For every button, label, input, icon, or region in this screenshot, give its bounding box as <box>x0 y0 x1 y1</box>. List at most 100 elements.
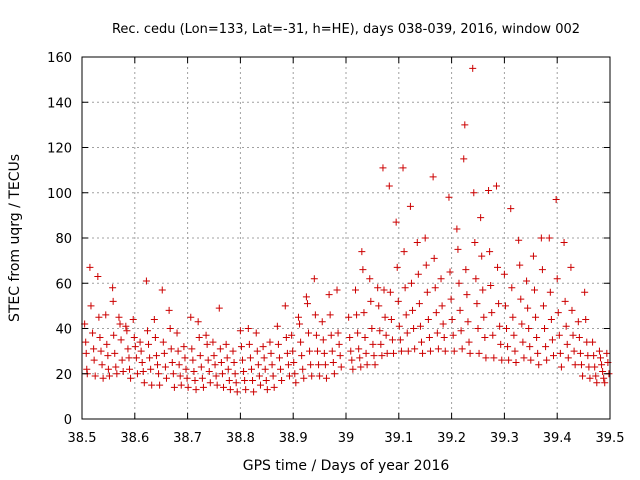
data-point <box>434 345 442 353</box>
data-point <box>458 345 466 353</box>
x-tick-label: 38.9 <box>279 431 308 446</box>
data-point <box>231 370 239 378</box>
data-point <box>226 386 234 394</box>
data-point <box>156 381 164 389</box>
data-point <box>450 347 458 355</box>
x-tick-label: 38.8 <box>226 431 255 446</box>
data-point <box>542 343 550 351</box>
data-point <box>198 374 206 382</box>
data-point <box>461 121 469 129</box>
data-point <box>353 311 361 319</box>
data-point <box>569 331 577 339</box>
y-tick-label: 60 <box>55 277 72 292</box>
data-point <box>224 365 232 373</box>
data-point <box>177 381 185 389</box>
data-point <box>145 340 153 348</box>
data-point <box>297 338 305 346</box>
data-point <box>216 345 224 353</box>
data-point <box>593 379 601 387</box>
data-point <box>298 352 306 360</box>
data-point <box>118 356 126 364</box>
data-point <box>230 358 238 366</box>
data-point <box>96 334 104 342</box>
data-point <box>311 311 319 319</box>
data-point <box>256 381 264 389</box>
data-point <box>162 374 170 382</box>
data-point <box>563 340 571 348</box>
data-point <box>446 268 454 276</box>
data-point <box>195 334 203 342</box>
data-point <box>95 313 103 321</box>
data-point <box>490 354 498 362</box>
data-point <box>357 363 365 371</box>
data-point <box>600 374 608 382</box>
data-point <box>413 239 421 247</box>
data-point <box>175 361 183 369</box>
data-point <box>87 302 95 310</box>
data-point <box>115 313 123 321</box>
data-point <box>390 349 398 357</box>
data-point <box>222 340 230 348</box>
data-point <box>328 347 336 355</box>
data-point <box>455 279 463 287</box>
y-tick-label: 120 <box>47 142 72 157</box>
data-point <box>406 202 414 210</box>
y-tick-label: 160 <box>47 51 72 66</box>
data-point <box>176 372 184 380</box>
data-point <box>494 263 502 271</box>
data-point <box>363 361 371 369</box>
data-point <box>358 248 366 256</box>
data-point <box>453 225 461 233</box>
data-point <box>541 325 549 332</box>
data-point <box>305 329 313 337</box>
data-point <box>431 284 439 292</box>
data-point <box>478 252 486 260</box>
data-point <box>515 236 523 244</box>
data-point <box>132 354 140 362</box>
data-point <box>199 383 207 391</box>
data-point <box>465 338 473 346</box>
x-axis-label: GPS time / Days of year 2016 <box>243 458 450 474</box>
data-point <box>237 343 245 351</box>
y-tick-label: 0 <box>64 413 72 428</box>
data-point <box>239 356 247 364</box>
data-point <box>590 352 598 360</box>
data-point <box>194 318 202 326</box>
data-point <box>386 288 394 296</box>
data-point <box>204 356 212 364</box>
data-point <box>83 365 91 373</box>
data-point <box>284 361 292 369</box>
data-point <box>173 329 181 337</box>
data-point <box>553 275 561 283</box>
data-point <box>415 300 423 308</box>
data-point <box>291 370 299 378</box>
data-point <box>337 363 345 371</box>
data-point <box>396 336 404 344</box>
data-point <box>98 361 106 369</box>
data-point <box>268 361 276 369</box>
data-point <box>410 325 418 332</box>
data-point <box>94 272 102 280</box>
data-point <box>166 325 174 332</box>
data-point <box>571 361 579 369</box>
data-point <box>485 186 493 194</box>
data-point <box>126 365 134 373</box>
data-point <box>354 329 362 337</box>
data-point <box>570 347 578 355</box>
data-point <box>183 374 191 382</box>
data-point <box>140 379 148 387</box>
data-point <box>421 234 429 242</box>
data-point <box>409 306 417 314</box>
data-point <box>267 349 275 357</box>
data-point <box>496 322 504 330</box>
data-point <box>464 318 472 326</box>
data-point <box>277 365 285 373</box>
data-point <box>113 370 121 378</box>
data-point <box>411 345 419 353</box>
data-point <box>139 367 147 375</box>
data-point <box>294 313 302 321</box>
data-point <box>394 297 402 305</box>
data-point <box>538 266 546 274</box>
data-point <box>472 275 480 283</box>
